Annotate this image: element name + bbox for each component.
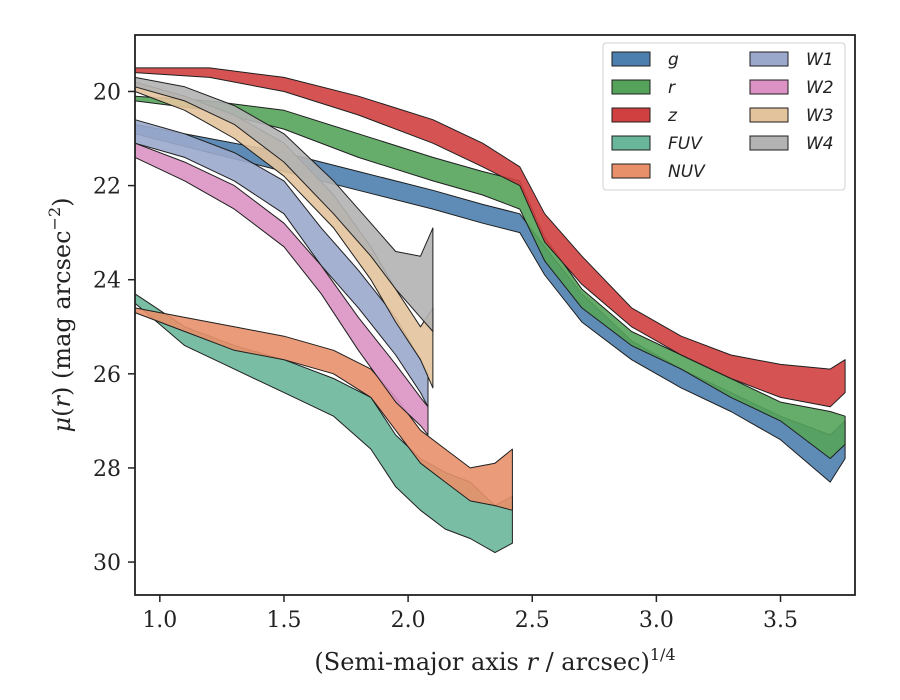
band-w4	[134, 76, 434, 332]
legend-swatch-w3	[749, 107, 789, 123]
y-tick-label: 30	[93, 551, 121, 576]
x-axis-label: (Semi-major axis r / arcsec)1/4	[314, 645, 675, 676]
x-tick-label: 2.5	[515, 608, 550, 633]
band-fuv	[134, 293, 513, 554]
legend-swatch-r	[611, 79, 651, 95]
legend: grz FUV NUV W1 W2 W3 W4	[602, 42, 846, 191]
x-tick-label: 1.0	[142, 608, 177, 633]
y-tick-label: 28	[93, 457, 121, 482]
legend-label-g: g	[668, 50, 679, 70]
legend-swatch-nuv	[611, 163, 651, 179]
x-tick-label: 2.0	[391, 608, 426, 633]
y-tick-label: 20	[93, 80, 121, 105]
y-axis-ticks: 20 22 24 26 28 30	[93, 80, 135, 576]
legend-swatch-w1	[749, 51, 789, 67]
x-axis-ticks: 1.0 1.5 2.0 2.5 3.0 3.5	[142, 595, 798, 633]
legend-label-nuv: NUV	[668, 162, 706, 182]
y-tick-label: 26	[93, 363, 121, 388]
legend-swatch-z	[611, 107, 651, 123]
legend-label-w1: W1	[806, 50, 834, 70]
legend-label-w2: W2	[806, 78, 834, 98]
band-g	[134, 123, 846, 483]
x-tick-label: 3.0	[639, 608, 674, 633]
legend-swatch-w2	[749, 79, 789, 95]
band-nuv	[134, 307, 513, 511]
legend-label-r: r	[668, 78, 676, 98]
legend-label-fuv: FUV	[668, 134, 703, 154]
legend-label-w3: W3	[806, 106, 834, 126]
band-r	[134, 95, 846, 459]
legend-swatch-g	[611, 51, 651, 67]
y-axis-label: μ(r) (mag arcsec−2)	[45, 197, 76, 432]
plot-frame	[134, 34, 856, 596]
profile-bands	[134, 67, 846, 554]
legend-label-w4: W4	[806, 134, 834, 154]
band-z	[134, 67, 846, 408]
y-tick-label: 24	[93, 269, 121, 294]
x-tick-label: 1.5	[266, 608, 301, 633]
band-w2	[134, 142, 429, 436]
y-tick-label: 22	[93, 175, 121, 200]
legend-swatch-w4	[749, 135, 789, 151]
legend-label-z: z	[667, 106, 678, 126]
legend-swatch-fuv	[611, 135, 651, 151]
x-tick-label: 3.5	[763, 608, 798, 633]
